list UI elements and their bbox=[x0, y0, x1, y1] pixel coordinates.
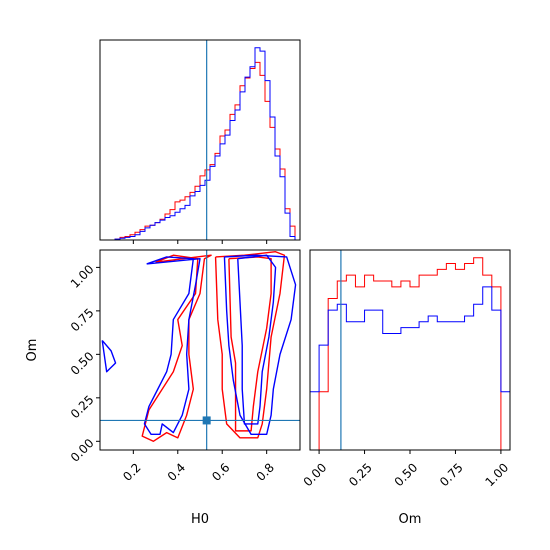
contour-h0-om-panel bbox=[100, 250, 300, 450]
y-axis-label-om: Om bbox=[25, 339, 40, 362]
contour-h0-om-contour-red-2 bbox=[228, 256, 272, 432]
contour-h0-om-frame bbox=[99, 249, 301, 451]
hist-h0-frame bbox=[99, 39, 301, 241]
hist-om-panel bbox=[310, 250, 510, 450]
contour-h0-om-contour-blue-0 bbox=[143, 256, 201, 436]
contour-h0-om-truth-marker bbox=[202, 416, 211, 425]
hist-om-series-red-step bbox=[310, 257, 510, 450]
hist-h0-series-red-step bbox=[100, 61, 300, 240]
x-axis-label-om: Om bbox=[399, 512, 422, 527]
x-axis-label-h0: H0 bbox=[191, 512, 209, 527]
contour-h0-om-contour-red-0 bbox=[141, 254, 212, 442]
chart-marks bbox=[100, 40, 510, 450]
hist-h0-series-blue-step bbox=[100, 47, 300, 240]
contour-h0-om-contour-red-1 bbox=[214, 251, 286, 439]
hist-om-series-blue-step bbox=[310, 286, 510, 450]
contour-h0-om-contour-blue-2 bbox=[237, 254, 277, 425]
hist-h0-panel bbox=[100, 40, 300, 240]
contour-h0-om-contour-blue-3 bbox=[101, 339, 117, 373]
contour-h0-om-contour-blue-1 bbox=[223, 254, 297, 436]
